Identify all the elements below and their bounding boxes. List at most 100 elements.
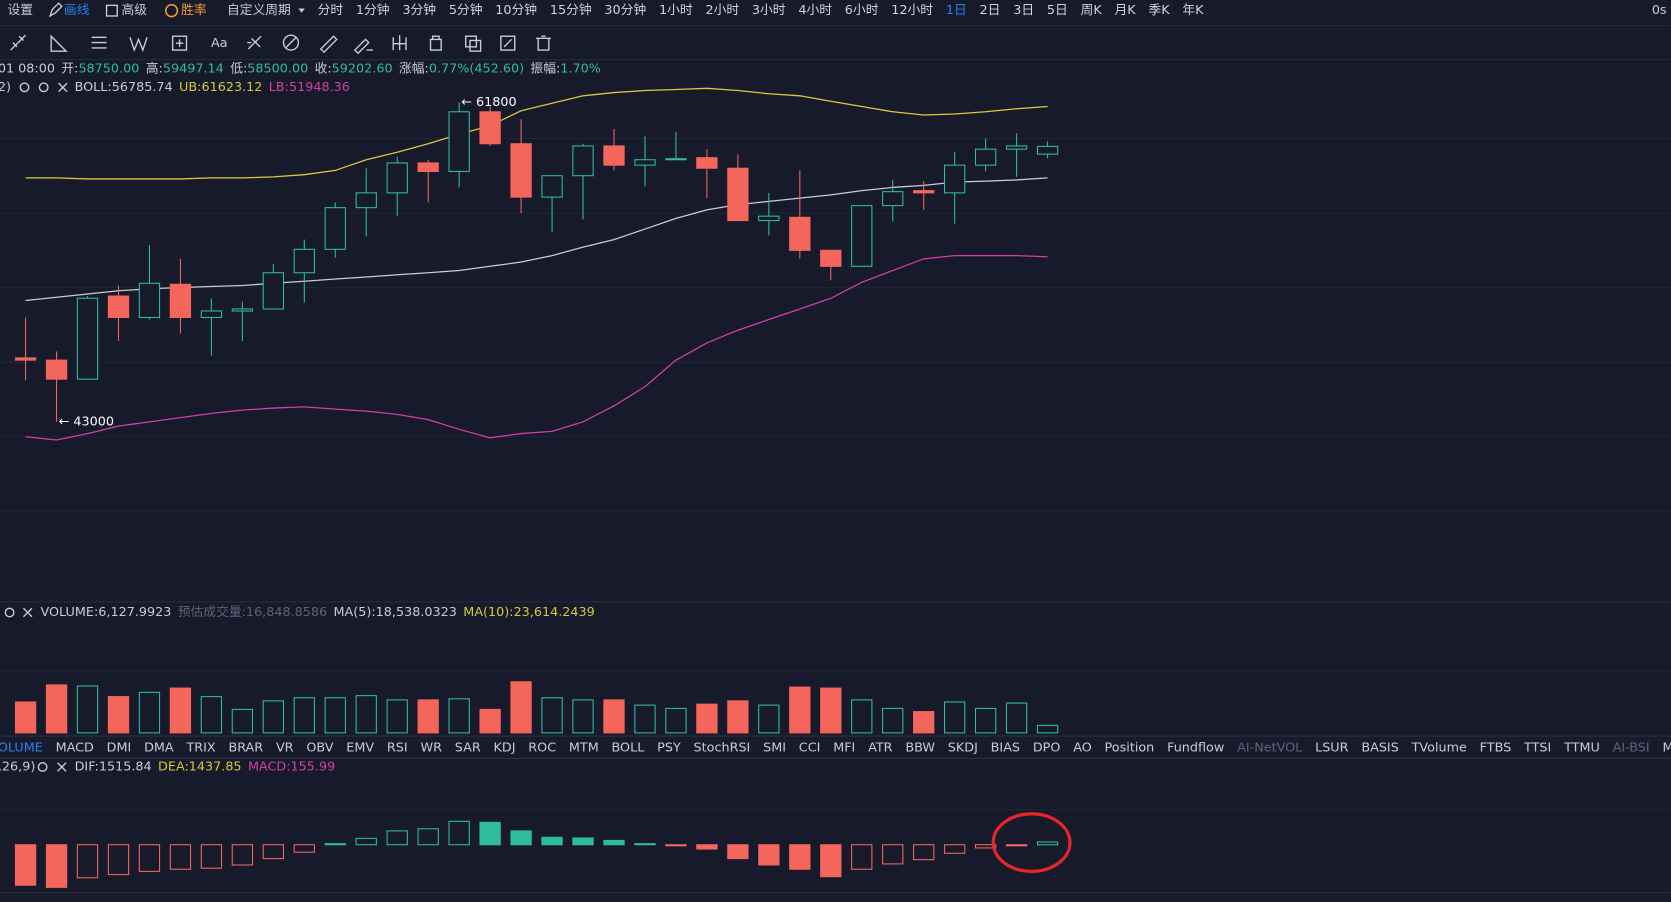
volume-bar (789, 686, 811, 734)
indicator-tab[interactable]: TRIX (185, 740, 215, 755)
tab-bar (0, 736, 1671, 759)
period-tab[interactable]: 12小时 (891, 3, 933, 18)
indicator-tab[interactable]: AO (1073, 740, 1092, 755)
gear-icon[interactable] (37, 762, 48, 772)
indicator-tab[interactable]: SKDJ (948, 740, 978, 755)
indicator-tab[interactable]: DMI (107, 740, 132, 755)
volume-estimate: 预估成交量:16,848.8586 (178, 604, 327, 620)
indicator-tab[interactable]: Position (1105, 740, 1155, 755)
close-icon[interactable] (58, 82, 68, 93)
macd-bar (944, 844, 966, 854)
draw-button[interactable]: 画线 (64, 3, 90, 18)
indicator-tab[interactable]: SAR (455, 740, 481, 755)
period-tab[interactable]: 10分钟 (495, 2, 537, 18)
candle-body (169, 283, 192, 318)
indicator-tab[interactable]: OBV (306, 740, 333, 755)
candle-body (45, 359, 68, 380)
macd-period: ,26,9) (0, 759, 35, 774)
indicator-tab[interactable]: OLUME (0, 740, 43, 755)
period-tab[interactable]: 2日 (980, 3, 1001, 18)
period-tab[interactable]: 1分钟 (356, 2, 390, 18)
period-tab[interactable]: 1日 (946, 3, 967, 18)
volume-bar (510, 681, 532, 734)
indicator-tab[interactable]: Fundflow (1167, 740, 1224, 755)
indicator-tab[interactable]: TTSI (1523, 740, 1551, 755)
indicator-tab[interactable]: CCI (799, 740, 821, 755)
period-tab[interactable]: 1小时 (659, 3, 693, 18)
indicator-tab[interactable]: MFI (833, 740, 855, 755)
candle-body (1005, 145, 1028, 150)
gear-icon[interactable] (4, 607, 15, 618)
period-tab[interactable]: 2小时 (705, 3, 739, 18)
candle-body (448, 111, 470, 172)
period-tab[interactable]: 5分钟 (449, 2, 483, 18)
volume-bar (138, 691, 161, 734)
period-tab[interactable]: 5日 (1047, 3, 1068, 18)
custom-period-button[interactable]: 自定义周期 (227, 3, 291, 18)
indicator-tab[interactable]: AI-NetVOL (1237, 740, 1303, 755)
indicator-tab[interactable]: DPO (1033, 740, 1061, 755)
indicator-tab[interactable]: TTMU (1563, 740, 1600, 755)
volume-bar (696, 703, 718, 734)
indicator-tab[interactable]: DMA (144, 740, 174, 755)
indicator-tab[interactable]: BIAS (991, 740, 1020, 755)
grid (0, 137, 1671, 811)
candle-body (882, 191, 904, 207)
period-tab[interactable]: 15分钟 (550, 2, 592, 18)
winrate-button[interactable]: 胜率 (181, 2, 207, 18)
indicator-tab[interactable]: FTBS (1480, 740, 1512, 755)
candle-body (479, 111, 501, 145)
macd-bar (572, 837, 594, 846)
volume-bar (758, 704, 780, 734)
indicator-tab[interactable]: SMI (763, 740, 786, 755)
text-tool[interactable]: Aa (211, 36, 228, 51)
indicator-tab[interactable]: WR (420, 740, 442, 755)
close-icon[interactable] (57, 762, 67, 772)
gear-icon[interactable] (38, 82, 49, 93)
indicator-tab[interactable]: KDJ (494, 740, 516, 755)
indicator-tab[interactable]: AI-BSI (1613, 740, 1650, 755)
indicator-tab[interactable]: BRAR (228, 740, 263, 755)
indicator-tab[interactable]: RSI (387, 740, 408, 755)
period-tab[interactable]: 30分钟 (604, 2, 646, 18)
info-value: 0.77%(452.60) (429, 62, 524, 77)
indicator-tab[interactable]: MACD (56, 740, 94, 755)
highlight-circle (991, 812, 1072, 873)
volume-ma5: MA(5):18,538.0323 (334, 605, 457, 620)
candle-body (944, 164, 966, 194)
volume-bar (541, 697, 563, 734)
period-tab[interactable]: 3日 (1013, 3, 1034, 18)
period-tab[interactable]: 季K (1148, 3, 1170, 18)
indicator-tab[interactable]: PSY (657, 740, 681, 755)
indicator-tab[interactable]: StochRSI (694, 740, 751, 755)
close-icon[interactable] (22, 607, 33, 618)
indicator-tab[interactable]: BASIS (1361, 740, 1398, 755)
advanced-button[interactable]: 高级 (121, 2, 147, 18)
period-tab[interactable]: 分时 (318, 3, 344, 18)
period-tab[interactable]: 周K (1081, 3, 1103, 18)
period-tab[interactable]: 年K (1182, 3, 1204, 18)
indicator-tab[interactable]: TVolume (1411, 740, 1467, 755)
volume-bar (386, 699, 408, 734)
time: 01 08:00 (0, 62, 55, 77)
indicator-tab[interactable]: ROC (528, 740, 556, 755)
volume-bar (727, 700, 749, 734)
indicator-tab[interactable]: EMV (346, 740, 374, 755)
indicator-tab[interactable]: VR (276, 740, 294, 755)
indicator-tab[interactable]: MLR (1662, 740, 1671, 755)
indicator-tab[interactable]: BOLL (612, 740, 646, 755)
period-tab[interactable]: 月K (1115, 3, 1137, 18)
info-label: 涨幅: (399, 62, 429, 77)
indicator-tab[interactable]: ATR (868, 740, 893, 755)
eye-icon[interactable] (19, 82, 30, 93)
info-label: 振幅: (530, 62, 560, 77)
period-tab[interactable]: 6小时 (845, 3, 879, 18)
indicator-tab[interactable]: BBW (905, 740, 935, 755)
settings-button[interactable]: 设置 (7, 3, 33, 18)
macd-bar (293, 844, 315, 853)
period-tab[interactable]: 4小时 (798, 3, 832, 18)
indicator-tab[interactable]: MTM (569, 740, 599, 755)
period-tab[interactable]: 3小时 (752, 3, 786, 18)
period-tab[interactable]: 3分钟 (402, 2, 436, 18)
indicator-tab[interactable]: LSUR (1315, 740, 1349, 755)
